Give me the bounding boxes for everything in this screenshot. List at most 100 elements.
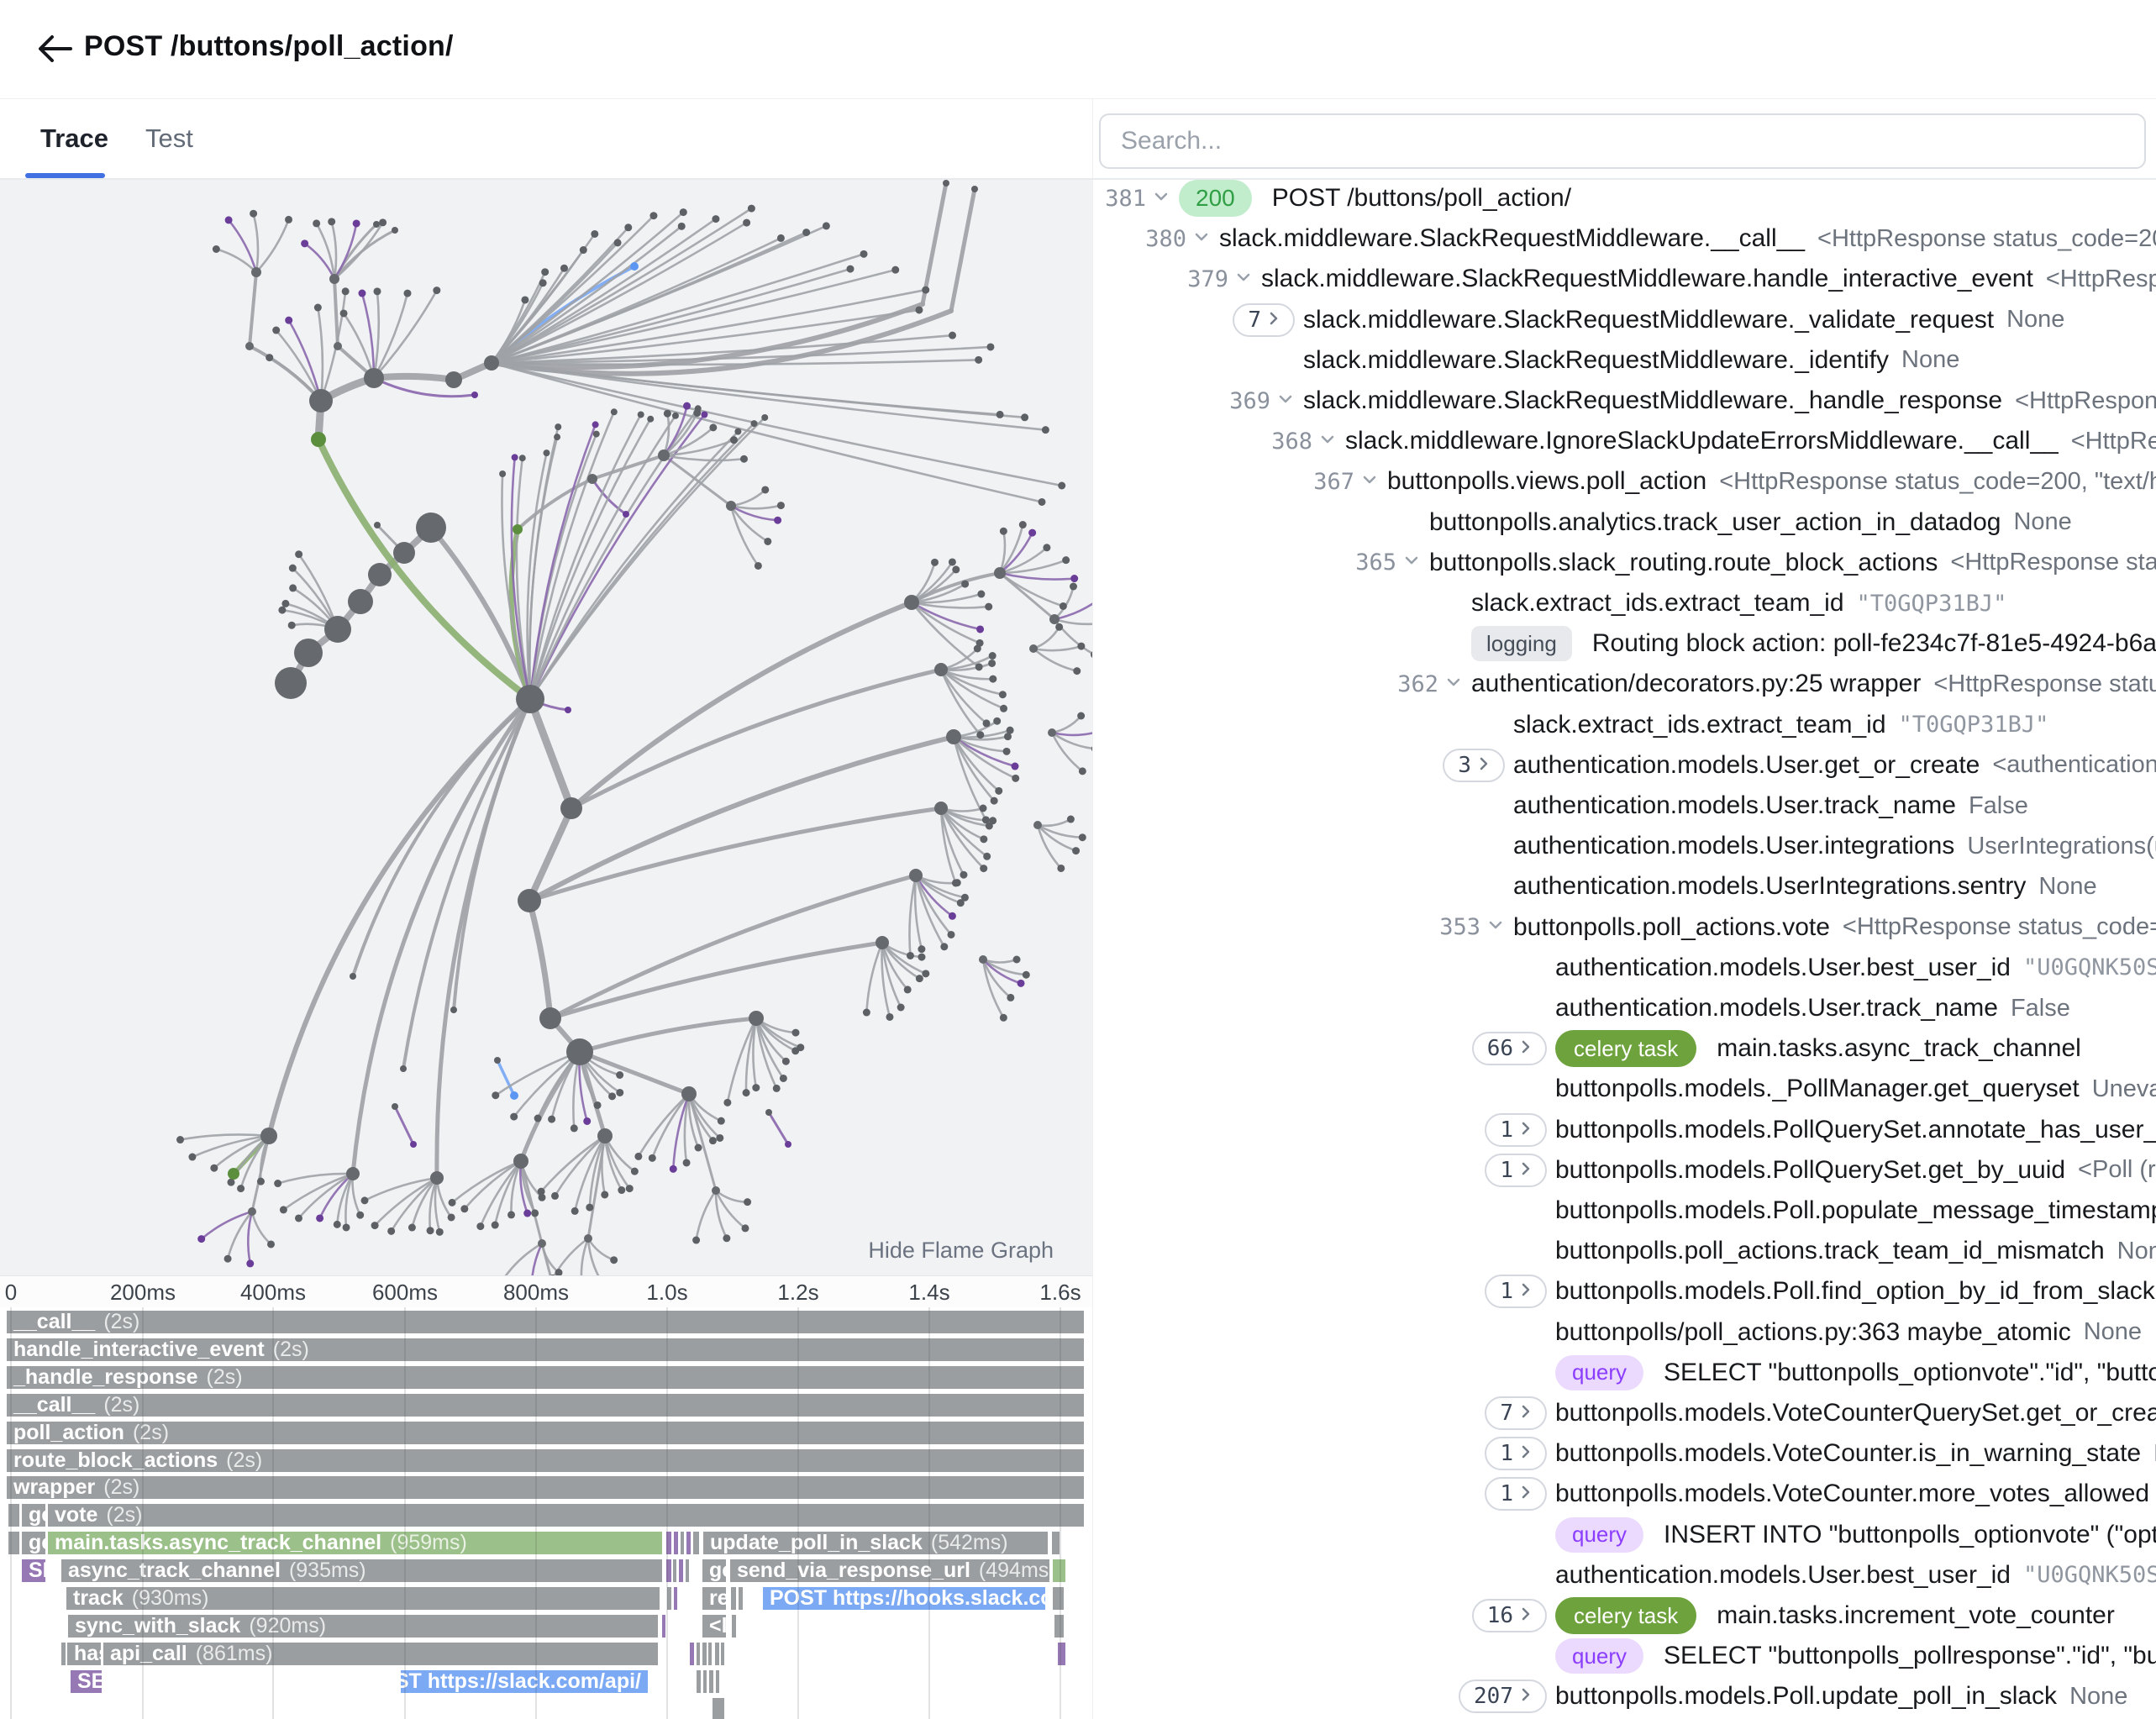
expand-pill[interactable]: 16	[1471, 1599, 1547, 1632]
expand-pill[interactable]: 1	[1485, 1153, 1547, 1187]
trace-row[interactable]: authentication.models.User.track_name Fal…	[1093, 988, 2156, 1028]
trace-row[interactable]: 1 buttonpolls.models.VoteCounter.more_vot…	[1093, 1474, 2156, 1514]
flame-bar[interactable]: vote (2s)	[48, 1504, 1084, 1527]
flame-bar[interactable]	[713, 1697, 724, 1719]
trace-row[interactable]: authentication.models.User.best_user_id "…	[1093, 1555, 2156, 1595]
flame-bar[interactable]	[1058, 1642, 1065, 1665]
flame-bar[interactable]: ge	[22, 1532, 45, 1555]
flame-bar[interactable]	[697, 1642, 700, 1665]
trace-graph-svg[interactable]	[0, 178, 1109, 1296]
flame-bar[interactable]: sync_with_slack (920ms)	[68, 1614, 658, 1638]
flame-bar[interactable]: SE	[71, 1669, 102, 1693]
flame-bar[interactable]	[674, 1587, 677, 1610]
trace-row[interactable]: slack.middleware.SlackRequestMiddleware.…	[1093, 340, 2156, 381]
flame-bar[interactable]	[667, 1587, 671, 1610]
trace-row[interactable]: 381 200 POST /buttons/poll_action/	[1093, 178, 2156, 218]
trace-row[interactable]: query SELECT "buttonpolls_pollresponse"."…	[1093, 1636, 2156, 1676]
flame-bar[interactable]	[681, 1532, 684, 1555]
flame-bar[interactable]: re	[702, 1587, 726, 1610]
frame-number[interactable]: 379	[1187, 266, 1253, 292]
trace-row[interactable]: 7 buttonpolls.models.VoteCounterQuerySet.…	[1093, 1393, 2156, 1433]
trace-row[interactable]: slack.extract_ids.extract_team_id "T0GQP3…	[1093, 705, 2156, 745]
trace-row[interactable]: 16 celery task main.tasks.increment_vote_c…	[1093, 1595, 2156, 1636]
flame-bar[interactable]	[662, 1614, 665, 1638]
flame-graph[interactable]: __call__ (2s) handle_interactive_event (2s)…	[0, 1307, 1092, 1719]
expand-gutter[interactable]: 7	[1330, 1393, 1547, 1433]
expand-gutter[interactable]: 7	[1093, 300, 1295, 340]
expand-gutter[interactable]: 1	[1330, 1150, 1547, 1191]
trace-row[interactable]: authentication.models.User.integrations U…	[1093, 826, 2156, 866]
flame-bar[interactable]	[1053, 1587, 1064, 1610]
trace-row[interactable]: buttonpolls.models._PollManager.get_quer…	[1093, 1069, 2156, 1109]
flame-bar[interactable]	[716, 1669, 719, 1693]
flame-bar[interactable]	[1052, 1532, 1060, 1555]
flame-bar[interactable]	[8, 1504, 19, 1527]
trace-row[interactable]: 362 authentication/decorators.py:25 wrapp…	[1093, 664, 2156, 704]
flame-bar[interactable]	[708, 1642, 712, 1665]
trace-row[interactable]: 1 buttonpolls.models.Poll.find_option_by_…	[1093, 1271, 2156, 1312]
trace-row[interactable]: buttonpolls.poll_actions.track_team_id_m…	[1093, 1231, 2156, 1271]
flame-bar[interactable]: POST https://hooks.slack.com/a	[763, 1587, 1045, 1610]
frame-number[interactable]: 369	[1229, 388, 1295, 414]
flame-bar[interactable]: __call__ (2s)	[7, 1393, 1084, 1417]
trace-row[interactable]: authentication.models.User.best_user_id "…	[1093, 948, 2156, 988]
expand-pill[interactable]: 1	[1485, 1112, 1547, 1147]
back-button[interactable]	[34, 27, 77, 71]
expand-gutter[interactable]: 1	[1330, 1433, 1547, 1474]
trace-row[interactable]: 207 buttonpolls.models.Poll.update_poll_i…	[1093, 1676, 2156, 1716]
flame-bar[interactable]	[1053, 1559, 1065, 1583]
search-input[interactable]	[1099, 113, 2146, 169]
expand-pill[interactable]: 1	[1485, 1477, 1547, 1511]
trace-row[interactable]: 380 slack.middleware.SlackRequestMiddlewa…	[1093, 218, 2156, 259]
flame-bar[interactable]: ge	[22, 1504, 45, 1527]
trace-row[interactable]: 7 slack.middleware.SlackRequestMiddleware…	[1093, 300, 2156, 340]
flame-bar[interactable]: ge	[702, 1559, 726, 1583]
trace-row[interactable]: 1 buttonpolls.models.VoteCounter.is_in_wa…	[1093, 1433, 2156, 1474]
trace-row[interactable]: 368 slack.middleware.IgnoreSlackUpdateErr…	[1093, 421, 2156, 461]
trace-row[interactable]: query SELECT "buttonpolls_optionvote"."id…	[1093, 1353, 2156, 1393]
flame-bar[interactable]	[731, 1587, 736, 1610]
hide-flame-graph-button[interactable]: Hide Flame Graph	[790, 1237, 1059, 1264]
frame-number[interactable]: 365	[1355, 549, 1421, 576]
flame-bar[interactable]: SE	[22, 1559, 45, 1583]
frame-number[interactable]: 380	[1145, 226, 1211, 252]
trace-row[interactable]: 367 buttonpolls.views.poll_action <HttpRes…	[1093, 461, 2156, 502]
flame-bar[interactable]	[666, 1532, 671, 1555]
trace-row[interactable]: 369 slack.middleware.SlackRequestMiddlewa…	[1093, 381, 2156, 421]
trace-row[interactable]: 66 celery task main.tasks.async_track_chan…	[1093, 1028, 2156, 1069]
trace-row[interactable]: slack.extract_ids.extract_team_id "T0GQP3…	[1093, 583, 2156, 623]
trace-row[interactable]: 365 buttonpolls.slack_routing.route_block…	[1093, 543, 2156, 583]
frame-number[interactable]: 362	[1397, 671, 1463, 697]
flame-bar[interactable]: api_call (861ms)	[103, 1642, 658, 1665]
trace-row[interactable]: buttonpolls.analytics.track_user_action_…	[1093, 502, 2156, 543]
flame-bar[interactable]	[686, 1559, 689, 1583]
flame-bar[interactable]	[703, 1669, 707, 1693]
expand-gutter[interactable]: 1	[1330, 1474, 1547, 1514]
flame-bar[interactable]	[697, 1669, 701, 1693]
trace-row[interactable]: 1 buttonpolls.models.PollQuerySet.get_by_…	[1093, 1150, 2156, 1191]
flame-bar[interactable]: has	[67, 1642, 101, 1665]
flame-bar[interactable]: _handle_response (2s)	[7, 1365, 1084, 1389]
frame-number[interactable]: 368	[1271, 428, 1337, 455]
flame-bar[interactable]	[61, 1642, 66, 1665]
flame-bar[interactable]: <l	[702, 1614, 726, 1638]
expand-pill[interactable]: 1	[1485, 1437, 1547, 1471]
expand-gutter[interactable]: 66	[1330, 1028, 1547, 1069]
trace-row[interactable]: authentication.models.UserIntegrations.s…	[1093, 866, 2156, 907]
flame-bar[interactable]	[690, 1642, 694, 1665]
trace-row[interactable]: 3 authentication.models.User.get_or_creat…	[1093, 745, 2156, 786]
flame-bar[interactable]	[702, 1642, 707, 1665]
flame-bar[interactable]	[673, 1559, 676, 1583]
flame-bar[interactable]	[732, 1614, 736, 1638]
flame-bar[interactable]: poll_action (2s)	[7, 1421, 1084, 1444]
trace-row[interactable]: logging Routing block action: poll-fe234c…	[1093, 623, 2156, 664]
flame-bar[interactable]	[674, 1532, 678, 1555]
frame-number[interactable]: 367	[1313, 469, 1379, 495]
expand-gutter[interactable]: 1	[1330, 1110, 1547, 1150]
flame-bar[interactable]	[715, 1642, 719, 1665]
trace-row[interactable]: buttonpolls/poll_actions.py:363 maybe_at…	[1093, 1312, 2156, 1353]
expand-gutter[interactable]: 1	[1330, 1271, 1547, 1312]
expand-gutter[interactable]: 16	[1330, 1595, 1547, 1636]
flame-bar[interactable]	[739, 1587, 743, 1610]
expand-gutter[interactable]: 3	[1288, 745, 1505, 786]
